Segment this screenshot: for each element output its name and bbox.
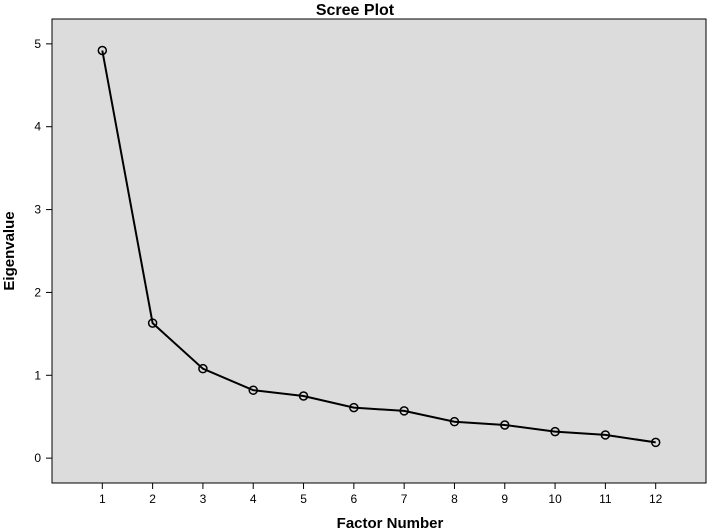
x-axis-label: Factor Number	[337, 515, 444, 532]
y-tick-label: 2	[34, 285, 41, 299]
x-tick-label: 6	[351, 492, 358, 506]
y-tick-label: 3	[34, 203, 41, 217]
data-point	[399, 406, 409, 416]
series-eigenvalues	[97, 45, 661, 448]
x-axis: 1 2 3 4 5 6 7 8 9 10 11 12	[52, 482, 706, 506]
y-tick-label: 5	[34, 37, 41, 51]
x-tick-label: 7	[401, 492, 408, 506]
data-point	[500, 420, 510, 430]
x-tick-label: 2	[149, 492, 156, 506]
x-tick-label: 5	[300, 492, 307, 506]
data-point	[248, 385, 258, 395]
y-tick-label: 0	[34, 451, 41, 465]
data-point	[97, 45, 108, 56]
data-point	[550, 426, 560, 437]
data-point	[198, 363, 208, 374]
y-axis-label: Eigenvalue	[1, 211, 18, 290]
data-point	[650, 437, 661, 448]
x-tick-label: 9	[501, 492, 508, 506]
data-point	[147, 318, 158, 328]
data-point	[349, 402, 359, 413]
x-tick-label: 4	[250, 492, 257, 506]
data-point	[298, 391, 309, 401]
data-point	[449, 416, 460, 427]
x-tick-label: 11	[599, 492, 612, 506]
x-tick-label: 12	[649, 492, 663, 506]
x-tick-label: 10	[548, 492, 562, 506]
y-axis: 0 1 2 3 4 5	[34, 19, 53, 483]
plot-area	[51, 18, 707, 484]
x-tick-label: 1	[99, 492, 106, 506]
x-tick-label: 8	[451, 492, 458, 506]
data-point	[600, 430, 611, 440]
series-line	[101, 50, 656, 444]
y-tick-label: 4	[34, 120, 41, 134]
x-tick-label: 3	[200, 492, 207, 506]
y-tick-label: 1	[34, 368, 41, 382]
chart-title: Scree Plot	[316, 2, 395, 19]
